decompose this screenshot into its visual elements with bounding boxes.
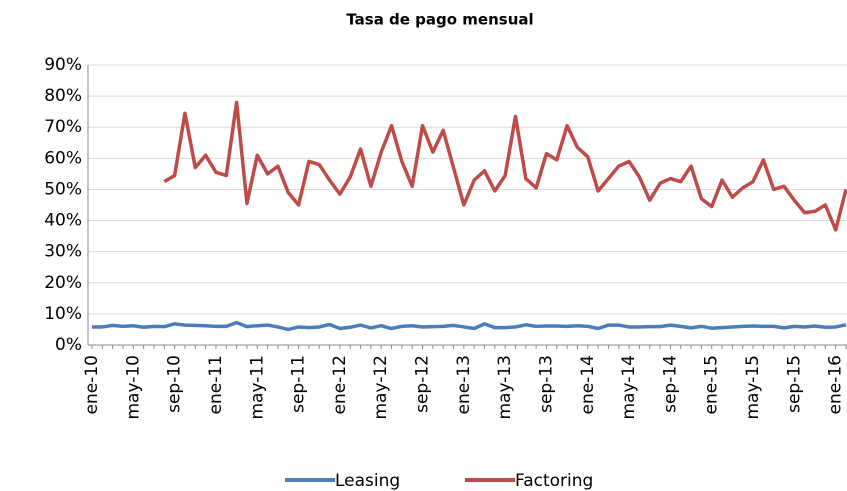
- legend-label: Leasing: [335, 471, 400, 491]
- legend-label: Factoring: [515, 471, 593, 491]
- x-tick-label: sep-12: [413, 355, 433, 413]
- y-tick-label: 90%: [44, 55, 82, 75]
- x-tick-label: sep-11: [289, 355, 309, 413]
- x-tick-label: sep-15: [784, 355, 804, 413]
- y-tick-label: 50%: [44, 179, 82, 199]
- x-tick-label: sep-13: [536, 355, 556, 413]
- x-tick-label: ene-13: [454, 355, 474, 414]
- x-tick-label: may-12: [371, 355, 391, 420]
- x-tick-label: ene-16: [826, 355, 846, 414]
- y-tick-label: 40%: [44, 211, 82, 231]
- x-tick-label: may-10: [123, 355, 143, 420]
- y-tick-label: 80%: [44, 86, 82, 106]
- y-tick-label: 20%: [44, 273, 82, 293]
- x-tick-label: may-13: [495, 355, 515, 420]
- x-tick-label: may-11: [247, 355, 267, 420]
- chart-title: Tasa de pago mensual: [346, 11, 533, 29]
- x-tick-label: ene-14: [578, 355, 598, 414]
- x-tick-label: ene-10: [82, 355, 102, 414]
- x-tick-label: ene-12: [330, 355, 350, 414]
- y-tick-label: 70%: [44, 117, 82, 137]
- y-tick-label: 10%: [44, 304, 82, 324]
- y-tick-label: 60%: [44, 148, 82, 168]
- line-series: [92, 320, 847, 332]
- x-tick-label: ene-15: [702, 355, 722, 414]
- x-tick-label: may-14: [619, 355, 639, 420]
- x-tick-label: may-15: [743, 355, 763, 420]
- x-tick-label: sep-14: [660, 355, 680, 413]
- y-tick-label: 30%: [44, 242, 82, 262]
- line-series: [163, 100, 847, 232]
- x-tick-label: ene-11: [206, 355, 226, 414]
- x-tick-label: sep-10: [165, 355, 185, 413]
- y-tick-label: 0%: [55, 335, 82, 355]
